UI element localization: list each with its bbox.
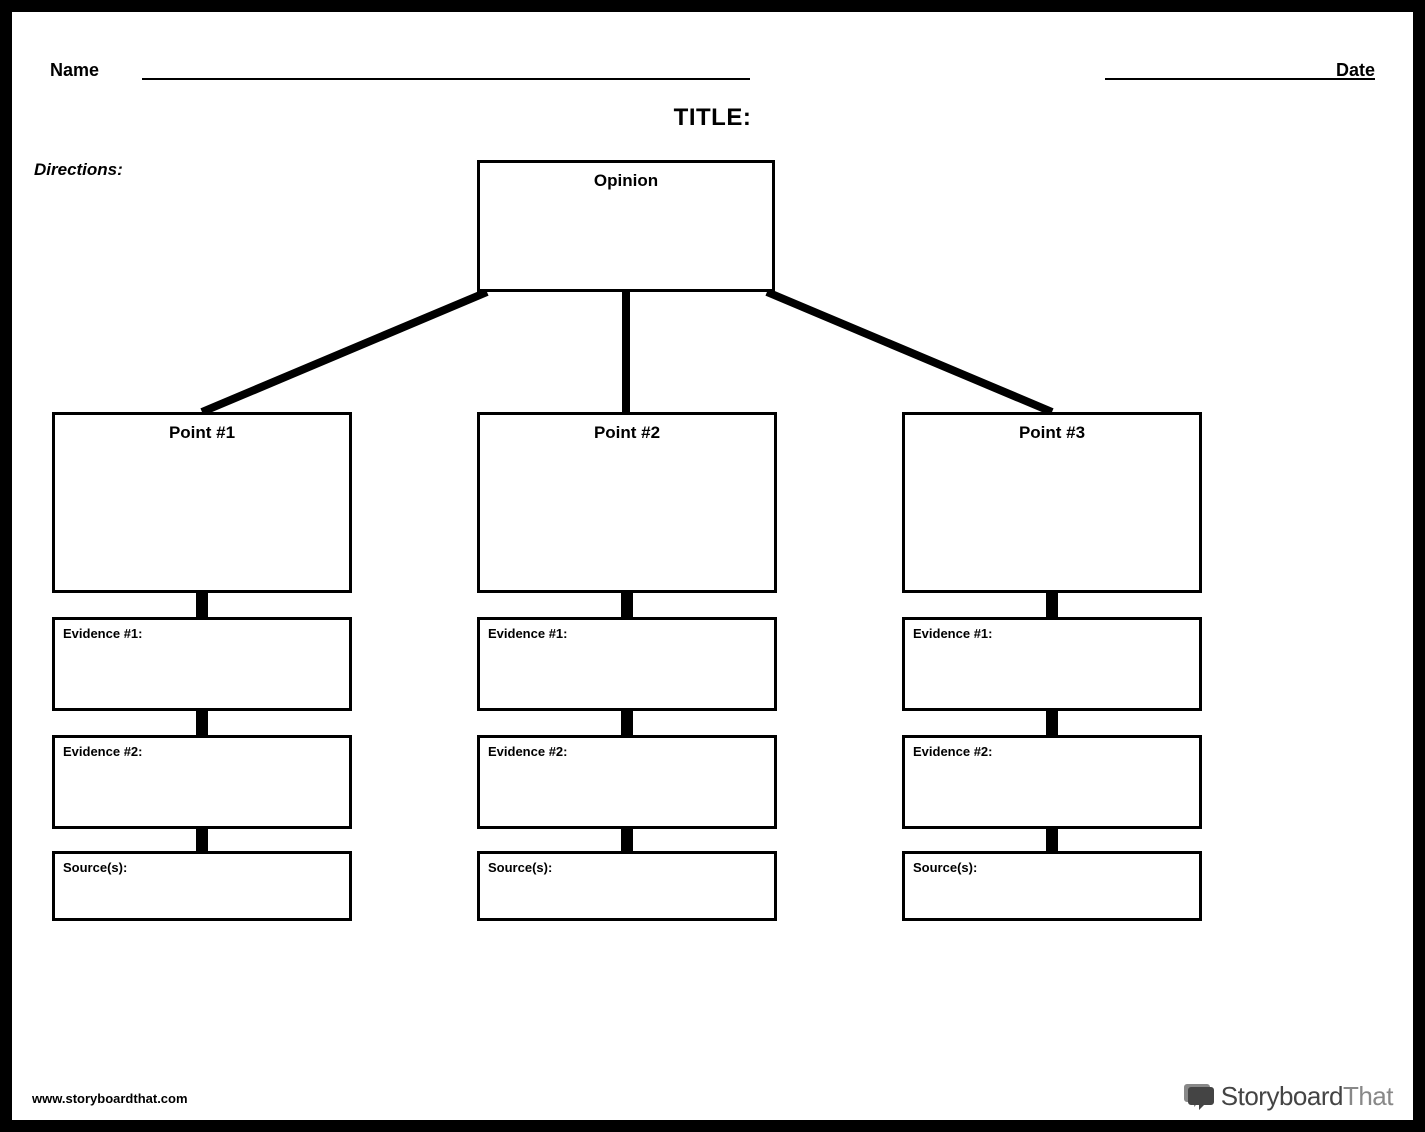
evidence2-box-1[interactable]: Evidence #2: [52, 735, 352, 829]
date-input-line[interactable] [1105, 78, 1375, 80]
point-box-1-label: Point #1 [55, 415, 349, 443]
footer-brand: StoryboardThat [1181, 1081, 1393, 1112]
sources-box-3[interactable]: Source(s): [902, 851, 1202, 921]
name-label: Name [50, 60, 99, 81]
sources-box-3-label: Source(s): [905, 854, 1199, 875]
sources-box-2-label: Source(s): [480, 854, 774, 875]
evidence2-box-3[interactable]: Evidence #2: [902, 735, 1202, 829]
brand-logo-icon [1181, 1082, 1215, 1112]
sources-box-2[interactable]: Source(s): [477, 851, 777, 921]
sources-box-1-label: Source(s): [55, 854, 349, 875]
point-box-3-label: Point #3 [905, 415, 1199, 443]
evidence1-box-2[interactable]: Evidence #1: [477, 617, 777, 711]
opinion-box[interactable]: Opinion [477, 160, 775, 292]
evidence2-box-3-label: Evidence #2: [905, 738, 1199, 759]
header-row: Name Date [50, 60, 1375, 90]
worksheet-frame: Name Date TITLE: Directions: Opinion Poin… [0, 0, 1425, 1132]
point-box-3[interactable]: Point #3 [902, 412, 1202, 593]
evidence2-box-2-label: Evidence #2: [480, 738, 774, 759]
directions-label: Directions: [34, 160, 123, 180]
opinion-box-label: Opinion [480, 163, 772, 191]
footer-url: www.storyboardthat.com [32, 1091, 188, 1106]
point-box-2-label: Point #2 [480, 415, 774, 443]
name-input-line[interactable] [142, 78, 750, 80]
brand-text-bold: Storyboard [1221, 1081, 1343, 1111]
point-box-2[interactable]: Point #2 [477, 412, 777, 593]
evidence2-box-2[interactable]: Evidence #2: [477, 735, 777, 829]
evidence1-box-1-label: Evidence #1: [55, 620, 349, 641]
evidence2-box-1-label: Evidence #2: [55, 738, 349, 759]
evidence1-box-3-label: Evidence #1: [905, 620, 1199, 641]
evidence1-box-1[interactable]: Evidence #1: [52, 617, 352, 711]
evidence1-box-3[interactable]: Evidence #1: [902, 617, 1202, 711]
point-box-1[interactable]: Point #1 [52, 412, 352, 593]
brand-text-light: That [1343, 1081, 1393, 1111]
sources-box-1[interactable]: Source(s): [52, 851, 352, 921]
evidence1-box-2-label: Evidence #1: [480, 620, 774, 641]
page-title: TITLE: [12, 104, 1413, 132]
brand-text: StoryboardThat [1221, 1081, 1393, 1112]
